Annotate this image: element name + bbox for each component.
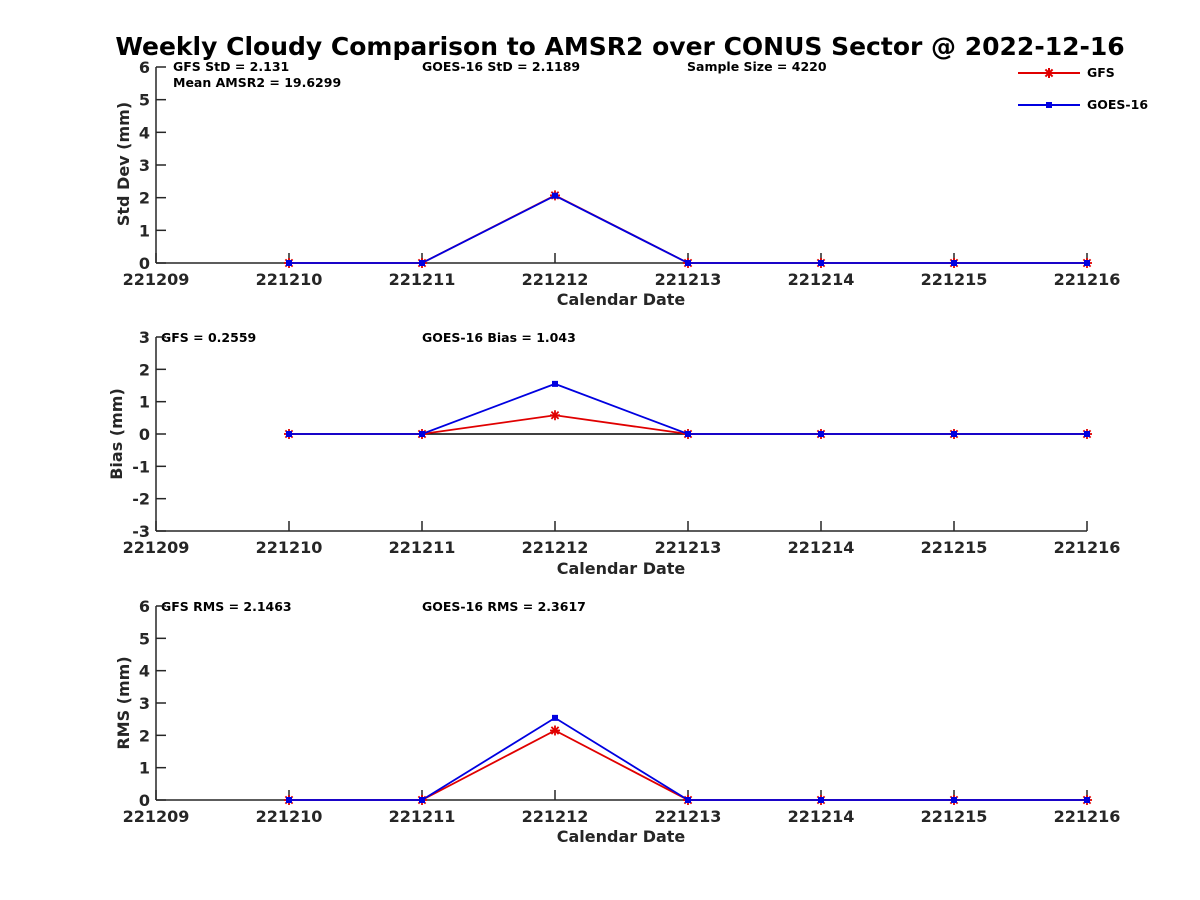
rms-goes16-point [1084, 797, 1090, 803]
std-x-tick-label: 221212 [522, 270, 589, 289]
rms-x-tick-label: 221210 [256, 807, 323, 826]
bias-y-tick-label: 2 [139, 360, 150, 379]
std-gfs-series-line [289, 194, 1087, 264]
rms-goes16-series-line [289, 716, 1087, 801]
rms-y-axis-label: RMS (mm) [114, 656, 133, 749]
bias-x-tick-label: 221209 [123, 538, 190, 557]
rms-x-tick-label: 221214 [788, 807, 855, 826]
bias-y-tick-label: -1 [132, 457, 150, 476]
std-goes16-annotation: GOES-16 StD = 2.1189 [422, 59, 580, 74]
std-x-tick-label: 221211 [389, 270, 456, 289]
std-y-tick-label: 3 [139, 156, 150, 175]
std-x-tick-label: 221210 [256, 270, 323, 289]
bias-y-tick-label: 3 [139, 328, 150, 347]
bias-x-tick-label: 221212 [522, 538, 589, 557]
std-y-tick-label: 2 [139, 189, 150, 208]
bias-goes16-series-line [289, 382, 1087, 435]
bias-y-tick-label: 0 [139, 425, 150, 444]
rms-x-tick-label: 221213 [655, 807, 722, 826]
rms-y-tick-label: 2 [139, 726, 150, 745]
rms-y-tick-label: 1 [139, 759, 150, 778]
bias-x-tick-label: 221211 [389, 538, 456, 557]
rms-goes16-point [951, 797, 957, 803]
std-x-tick-label: 221213 [655, 270, 722, 289]
rms-goes16-point [419, 797, 425, 803]
bias-x-tick-label: 221210 [256, 538, 323, 557]
bias-x-tick-label: 221215 [921, 538, 988, 557]
std-goes16-point [419, 260, 425, 266]
std-goes16-series-line [289, 194, 1087, 264]
rms-gfs-annotation: GFS RMS = 2.1463 [161, 599, 292, 614]
bias-y-tick-label: 1 [139, 393, 150, 412]
std-mean-amsr2-annotation: Mean AMSR2 = 19.6299 [173, 75, 341, 90]
rms-y-tick-label: 5 [139, 629, 150, 648]
std-x-tick-label: 221215 [921, 270, 988, 289]
bias-goes16-point [951, 431, 957, 437]
bias-x-axis-label: Calendar Date [557, 559, 686, 578]
std-y-tick-label: 1 [139, 221, 150, 240]
rms-panel: GFS RMS = 2.1463 GOES-16 RMS = 2.3617 Ca… [114, 597, 1120, 846]
rms-y-tick-label: 0 [139, 791, 150, 810]
std-goes16-point [1084, 260, 1090, 266]
rms-y-tick-label: 4 [139, 662, 150, 681]
rms-goes16-point [818, 797, 824, 803]
std-goes16-point [818, 260, 824, 266]
legend-gfs-label: GFS [1087, 65, 1115, 80]
std-y-tick-label: 0 [139, 254, 150, 273]
figure-title: Weekly Cloudy Comparison to AMSR2 over C… [115, 32, 1124, 61]
bias-goes16-point [1084, 431, 1090, 437]
bias-gfs-annotation: GFS = 0.2559 [161, 330, 256, 345]
bias-goes16-point [286, 431, 292, 437]
legend: GFS GOES-16 [1018, 65, 1148, 112]
rms-x-tick-label: 221215 [921, 807, 988, 826]
bias-goes16-point [552, 380, 558, 387]
rms-y-tick-label: 6 [139, 597, 150, 616]
std-y-tick-label: 5 [139, 91, 150, 110]
bias-x-tick-label: 221216 [1054, 538, 1121, 557]
std-dev-panel: GFS StD = 2.131 Mean AMSR2 = 19.6299 GOE… [114, 58, 1120, 309]
std-x-tick-label: 221214 [788, 270, 855, 289]
std-goes16-point [685, 260, 691, 266]
rms-y-tick-label: 3 [139, 694, 150, 713]
rms-x-axis-label: Calendar Date [557, 827, 686, 846]
rms-gfs-point [550, 725, 560, 736]
rms-goes16-point [552, 714, 558, 721]
std-gfs-annotation: GFS StD = 2.131 [173, 59, 289, 74]
rms-goes16-point [685, 797, 691, 803]
std-goes16-point [951, 260, 957, 266]
legend-gfs-marker [1044, 68, 1054, 78]
bias-goes16-point [818, 431, 824, 437]
rms-goes16-annotation: GOES-16 RMS = 2.3617 [422, 599, 586, 614]
std-y-tick-label: 4 [139, 123, 150, 142]
std-sample-size-annotation: Sample Size = 4220 [687, 59, 827, 74]
rms-x-tick-label: 221212 [522, 807, 589, 826]
rms-x-tick-label: 221209 [123, 807, 190, 826]
rms-x-tick-label: 221211 [389, 807, 456, 826]
bias-panel: GFS = 0.2559 GOES-16 Bias = 1.043 Calend… [107, 328, 1120, 578]
std-y-axis-label: Std Dev (mm) [114, 102, 133, 226]
std-goes16-point [552, 192, 558, 199]
bias-x-tick-label: 221214 [788, 538, 855, 557]
bias-y-axis-label: Bias (mm) [107, 388, 126, 480]
bias-gfs-point [550, 410, 560, 421]
std-x-axis-label: Calendar Date [557, 290, 686, 309]
rms-goes16-point [286, 797, 292, 803]
std-y-tick-label: 6 [139, 58, 150, 77]
std-x-tick-label: 221209 [123, 270, 190, 289]
legend-goes16-marker [1046, 102, 1052, 108]
std-goes16-point [286, 260, 292, 266]
bias-goes16-point [685, 431, 691, 437]
rms-x-tick-label: 221216 [1054, 807, 1121, 826]
bias-y-tick-label: -2 [132, 490, 150, 509]
legend-goes16-label: GOES-16 [1087, 97, 1148, 112]
std-x-tick-label: 221216 [1054, 270, 1121, 289]
rms-gfs-series-line [289, 729, 1087, 801]
bias-y-tick-label: -3 [132, 522, 150, 541]
bias-goes16-point [419, 431, 425, 437]
bias-x-tick-label: 221213 [655, 538, 722, 557]
bias-goes16-annotation: GOES-16 Bias = 1.043 [422, 330, 576, 345]
